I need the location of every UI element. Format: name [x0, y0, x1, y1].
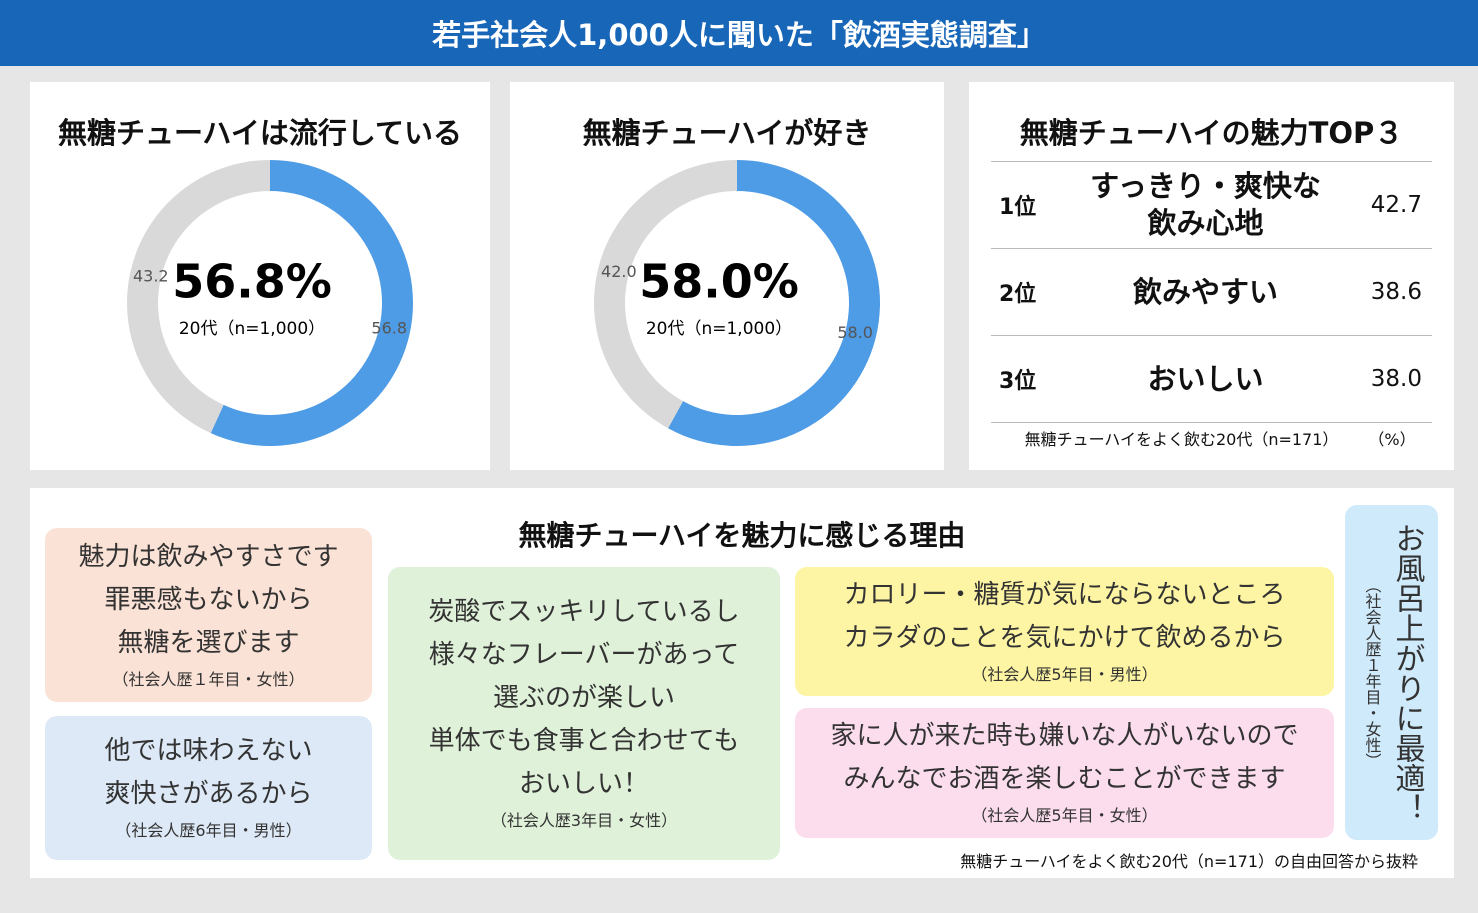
reason-line: 選ぶのが楽しい — [492, 683, 675, 713]
data-label: 42.0 — [601, 262, 637, 281]
reason-line: みんなでお酒を楽しむことができます — [843, 764, 1286, 794]
attribution: （社会人歴5年目・男性） — [971, 664, 1158, 684]
ranking-note: 無糖チューハイをよく飲む20代（n=171） — [1024, 430, 1339, 449]
attribution: （社会人歴5年目・女性） — [971, 806, 1158, 825]
header-title: 若手社会人1,000人に聞いた「飲酒実態調査」 — [0, 0, 1478, 66]
chart-title: 無糖チューハイが好き — [582, 116, 872, 150]
item-line: 飲みやすい — [1132, 274, 1278, 309]
value: 38.0 — [1370, 366, 1422, 392]
value: 38.6 — [1370, 279, 1422, 305]
reason-line: お風呂上がりに最適！ — [1389, 522, 1425, 823]
reason-line: 単体でも食事と合わせても — [428, 726, 740, 756]
data-label: 58.0 — [837, 323, 873, 342]
reason-line: カラダのことを気にかけて飲めるから — [843, 622, 1286, 653]
center-label: 58.0% — [639, 255, 799, 309]
donut-segment — [127, 160, 271, 434]
ranking-unit: （%） — [1368, 430, 1416, 449]
attribution: （社会人歴１年目・女性） — [112, 669, 305, 689]
reason-line: 無糖を選びます — [117, 627, 300, 658]
reason-box: 炭酸でスッキリしているし 様々なフレーバーがあって 選ぶのが楽しい単体でも食事と合わ… — [388, 567, 780, 860]
reason-line: 爽快さがあるから — [104, 779, 313, 809]
ranking-row: 2位 飲みやすい 38.6 — [991, 248, 1432, 335]
ranking-row: 1位 すっきり・爽快な 飲み心地 42.7 — [991, 161, 1432, 248]
ranking-footer: 無糖チューハイをよく飲む20代（n=171） （%） — [991, 422, 1432, 453]
data-label: 43.2 — [133, 267, 169, 286]
reason-line: おいしい！ — [518, 769, 649, 799]
center-label: 56.8% — [172, 255, 332, 309]
item-line: 飲み心地 — [1147, 206, 1264, 240]
panel: 無糖チューハイが好き 58.0 42.0 58.0% 20代（n=1,000） — [510, 82, 944, 470]
ranking-panel: 無糖チューハイの魅力TOP３ 1位 すっきり・爽快な 飲み心地 42.7 2位 飲みやすい… — [969, 82, 1454, 470]
reason-line: 家に人が来た時も嫌いな人がいないので — [830, 721, 1299, 751]
item: おいしい — [1059, 361, 1352, 398]
reason-line: 魅力は飲みやすさです — [78, 541, 339, 572]
panel: 無糖チューハイは流行している 56.8 43.2 56.8% 20代（n=1,000） — [30, 82, 490, 470]
attribution: （社会人歴6年目・男性） — [115, 821, 302, 840]
value: 42.7 — [1370, 192, 1422, 218]
reason-box: お風呂上がりに最適！ （社会人歴１年目・女性） — [1345, 505, 1438, 840]
donut-segment — [593, 160, 737, 429]
reason-line: カロリー・糖質が気にならないところ — [843, 579, 1286, 610]
reason-box: 家に人が来た時も嫌いな人がいないので みんなでお酒を楽しむことができます （社会人歴… — [795, 708, 1334, 838]
data-label: 56.8 — [371, 318, 407, 337]
reason-box: カロリー・糖質が気にならないところ カラダのことを気にかけて飲めるから （社会人歴5… — [795, 567, 1334, 696]
donut-chart: 58.0 42.0 58.0% 20代（n=1,000） — [593, 160, 880, 446]
ranking-title: 無糖チューハイの魅力TOP３ — [1019, 116, 1404, 150]
item: すっきり・爽快な 飲み心地 — [1059, 168, 1352, 242]
item-line: おいしい — [1147, 361, 1264, 396]
attribution: （社会人歴3年目・女性） — [490, 811, 678, 830]
item-line: すっきり・爽快な — [1090, 169, 1321, 203]
rank: 1位 — [999, 195, 1037, 220]
footnote: 無糖チューハイをよく飲む20代（n=171）の自由回答から抜粋 — [960, 852, 1418, 871]
reasons-panel: 無糖チューハイを魅力に感じる理由 無糖チューハイをよく飲む20代（n=171）の… — [30, 488, 1454, 878]
donut-segment — [668, 160, 880, 446]
item: 飲みやすい — [1059, 274, 1352, 311]
rank: 2位 — [999, 282, 1037, 307]
reason-line: 罪悪感もないから — [104, 584, 313, 615]
reason-box: 魅力は飲みやすさです 罪悪感もないから 無糖を選びます （社会人歴１年目・女性） — [45, 528, 372, 702]
reason-box: 他では味わえない 爽快さがあるから （社会人歴6年目・男性） — [45, 716, 372, 860]
ranking-row: 3位 おいしい 38.0 — [991, 335, 1432, 422]
reason-line: 様々なフレーバーがあって — [428, 640, 740, 670]
reason-line: 炭酸でスッキリしているし — [428, 597, 740, 627]
donut-segment — [210, 160, 414, 446]
reasons-title: 無糖チューハイを魅力に感じる理由 — [518, 519, 966, 552]
center-note: 20代（n=1,000） — [179, 319, 325, 339]
donut-chart: 56.8 43.2 56.8% 20代（n=1,000） — [127, 160, 414, 446]
chart-title: 無糖チューハイは流行している — [58, 116, 462, 150]
center-note: 20代（n=1,000） — [646, 319, 792, 339]
rank: 3位 — [999, 369, 1037, 394]
attribution: （社会人歴１年目・女性） — [1362, 576, 1382, 769]
reason-line: 他では味わえない — [104, 736, 313, 766]
